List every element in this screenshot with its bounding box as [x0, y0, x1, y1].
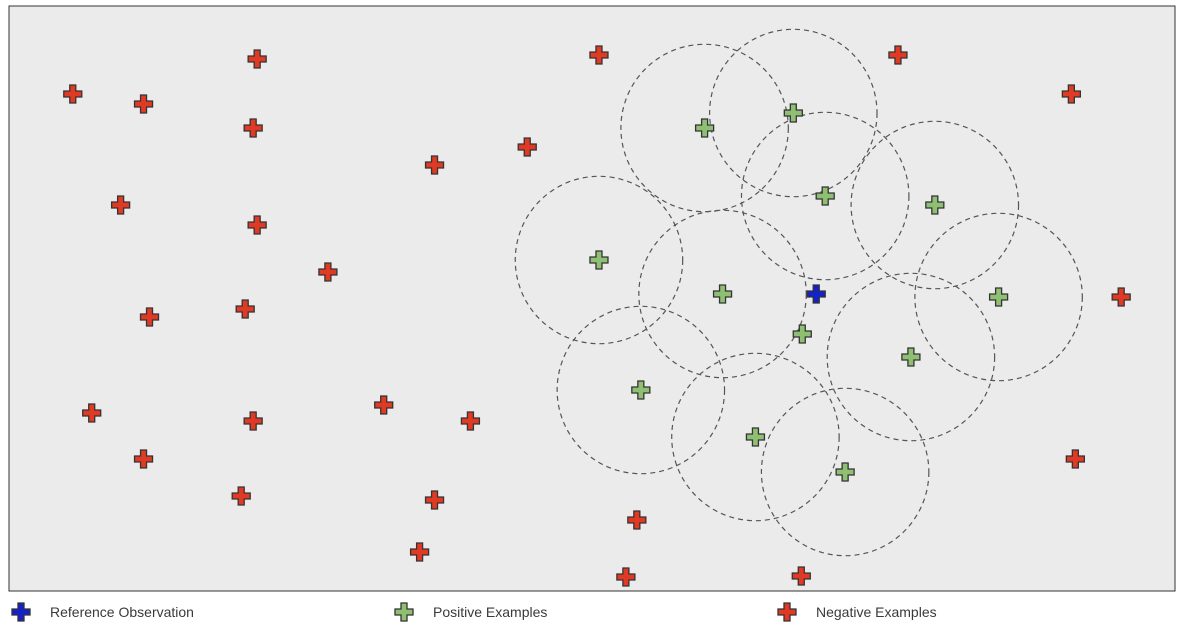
negative-point	[1111, 287, 1131, 307]
negative-point	[409, 542, 430, 562]
negative-point	[374, 395, 394, 415]
neighborhood-circle	[850, 120, 1020, 290]
negative-point	[243, 118, 263, 138]
neighborhood-circle	[556, 305, 726, 475]
legend-label-reference: Reference Observation	[50, 604, 194, 620]
positive-point	[901, 347, 921, 367]
legend-label-negative: Negative Examples	[816, 604, 937, 620]
positive-point	[925, 195, 945, 215]
negative-point	[231, 486, 251, 506]
negative-point	[110, 195, 131, 215]
legend-item-positive: Positive Examples	[393, 598, 547, 626]
negative-point	[517, 137, 537, 157]
positive-point	[835, 462, 855, 482]
negative-point	[424, 155, 445, 175]
neighborhood-circle	[638, 209, 807, 379]
negative-point	[1065, 449, 1085, 469]
negative-point	[247, 215, 267, 235]
negative-point	[133, 94, 154, 114]
data-points	[63, 45, 1131, 587]
negative-point	[318, 262, 338, 282]
negative-point	[1061, 84, 1082, 104]
neighborhood-circle	[708, 28, 878, 198]
negative-plus-icon	[777, 602, 797, 622]
legend-label-positive: Positive Examples	[433, 604, 548, 620]
negative-point	[139, 307, 160, 327]
positive-point	[589, 250, 609, 270]
neighborhood-circle	[826, 272, 996, 442]
neighborhood-circle	[760, 387, 930, 557]
negative-point	[589, 45, 609, 65]
positive-point	[712, 284, 733, 304]
legend-item-negative: Negative Examples	[776, 598, 937, 626]
positive-point	[792, 324, 812, 344]
positive-point	[694, 118, 715, 138]
negative-point	[82, 403, 102, 423]
negative-point	[424, 490, 445, 510]
positive-point	[745, 427, 766, 447]
negative-point	[133, 449, 154, 469]
negative-point	[627, 510, 647, 530]
reference-plus-icon	[11, 602, 31, 622]
positive-point	[815, 186, 835, 206]
positive-point	[783, 103, 803, 123]
neighborhood-circle	[514, 175, 684, 345]
reference-point	[806, 284, 826, 304]
negative-point	[243, 411, 263, 431]
negative-point	[235, 299, 255, 319]
negative-point	[63, 84, 83, 104]
neighborhood-circle	[620, 43, 789, 213]
neighborhood-circle	[914, 212, 1083, 382]
negative-point	[247, 49, 267, 69]
negative-point	[791, 566, 811, 586]
negative-point	[888, 45, 908, 65]
positive-point	[631, 380, 651, 400]
plot-background	[8, 5, 1176, 592]
negative-point	[616, 567, 636, 587]
scatter-plot	[8, 5, 1176, 592]
neighborhood-circles	[514, 28, 1083, 557]
legend-item-reference: Reference Observation	[10, 598, 194, 626]
negative-point	[460, 411, 481, 431]
positive-plus-icon	[394, 602, 414, 622]
neighborhood-circle	[671, 352, 840, 522]
neighborhood-circle	[740, 111, 910, 281]
positive-point	[988, 287, 1009, 307]
